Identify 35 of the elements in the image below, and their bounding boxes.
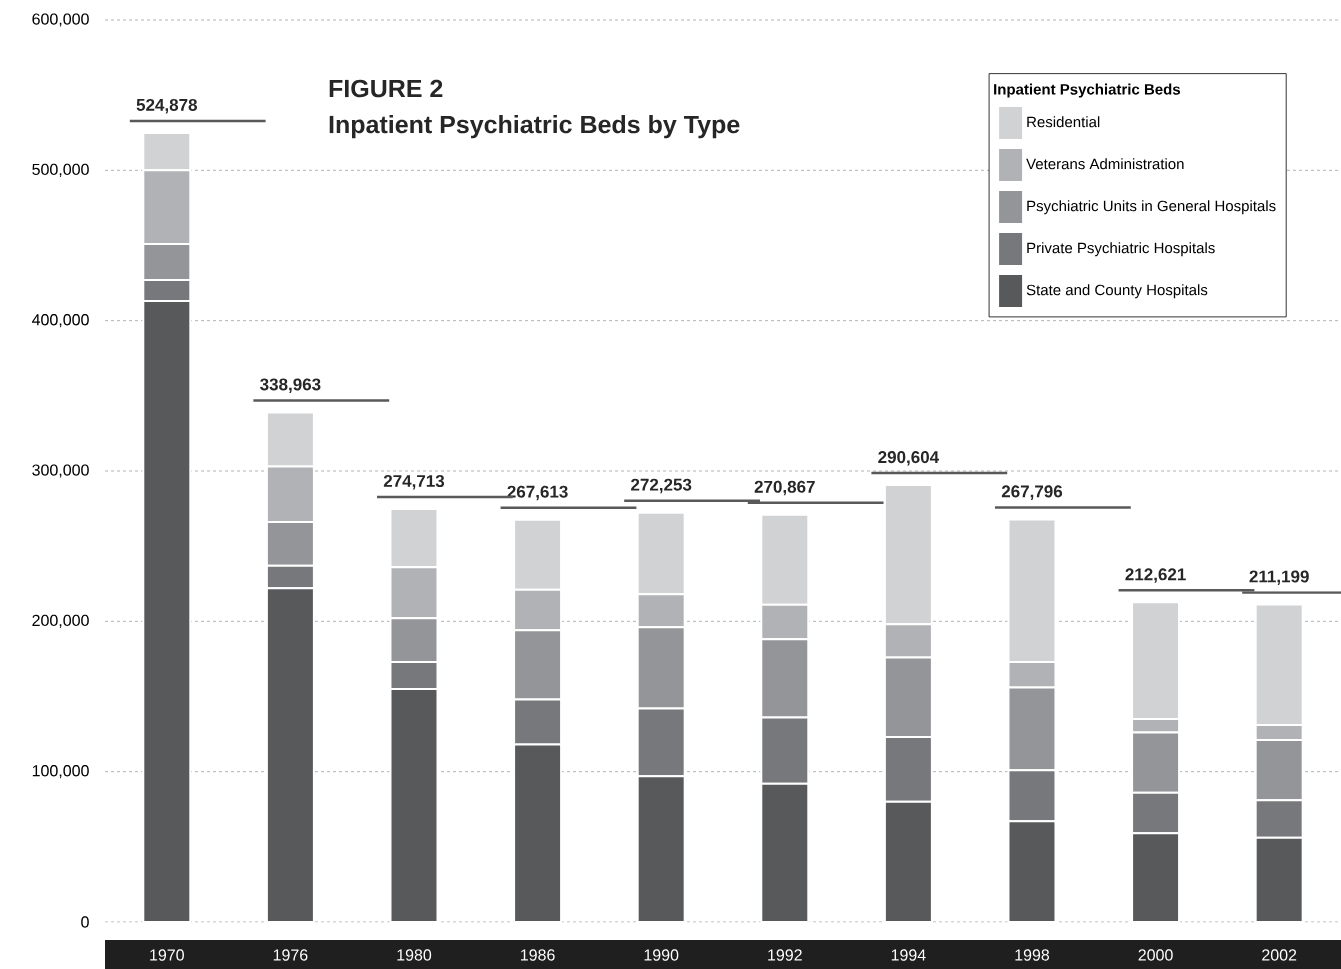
- total-label: 211,199: [1249, 570, 1309, 585]
- y-tick-label: 200,000: [32, 614, 89, 628]
- y-tick-label: 300,000: [32, 464, 89, 478]
- x-tick-label: 1992: [768, 949, 802, 961]
- total-label: 267,613: [507, 485, 568, 501]
- x-tick-label: 1986: [521, 949, 555, 961]
- total-label: 267,796: [1001, 485, 1063, 500]
- x-tick-label: 2002: [1262, 949, 1297, 961]
- total-label: 524,878: [136, 98, 197, 114]
- total-label: 338,963: [260, 378, 321, 393]
- text: Inpatient Psychiatric Beds by Type: [329, 114, 740, 139]
- legend-label: State and County Hospitals: [1026, 284, 1208, 299]
- x-tick-label: 1970: [150, 949, 184, 961]
- x-tick-label: 1998: [1015, 949, 1050, 961]
- y-tick-label: 600,000: [32, 13, 89, 27]
- legend-label: Residential: [1027, 116, 1100, 128]
- y-tick-label: 0: [81, 916, 89, 928]
- legend-label: Veterans Administration: [1026, 158, 1184, 170]
- x-tick-label: 1990: [644, 949, 679, 961]
- x-tick-label: 1994: [891, 949, 926, 961]
- x-tick-label: 1980: [397, 949, 432, 961]
- y-tick-label: 100,000: [32, 765, 89, 779]
- total-label: 274,713: [383, 474, 445, 490]
- x-tick-label: 1976: [273, 949, 308, 961]
- total-label: 270,867: [754, 480, 815, 496]
- legend-title: Inpatient Psychiatric Beds: [994, 83, 1181, 98]
- total-label: 272,253: [631, 478, 692, 494]
- legend-label: Psychiatric Units in General Hospitals: [1027, 200, 1276, 215]
- text: FIGURE 2: [329, 79, 443, 98]
- x-tick-label: 2000: [1138, 949, 1173, 961]
- legend-label: Private Psychiatric Hospitals: [1027, 242, 1215, 257]
- total-label: 212,621: [1125, 568, 1186, 583]
- y-tick-label: 400,000: [31, 314, 89, 328]
- y-tick-label: 500,000: [32, 163, 89, 177]
- total-label: 290,604: [878, 451, 940, 466]
